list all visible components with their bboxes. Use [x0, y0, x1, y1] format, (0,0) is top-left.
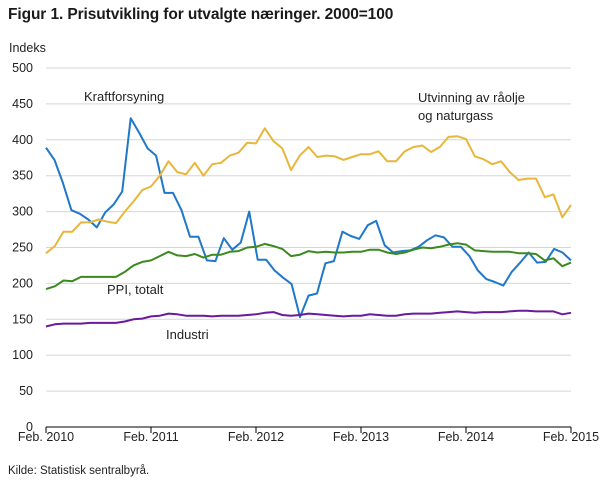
x-tick-label: Feb. 2015 — [543, 430, 599, 444]
y-tick-label: 100 — [12, 348, 33, 362]
x-tick-label: Feb. 2011 — [123, 430, 178, 444]
series-annotations: Kraftforsyning Utvinning av råolje og natu… — [84, 89, 525, 342]
grid-lines — [46, 67, 571, 428]
series-line — [45, 242, 572, 291]
x-axis-ticks: Feb. 2010 Feb. 2011 Feb. 2012 Feb. 2013 Feb.… — [18, 427, 599, 444]
series-lines — [45, 117, 572, 328]
y-tick-label: 200 — [12, 276, 33, 290]
series-annotation: Kraftforsyning — [84, 89, 164, 104]
y-tick-label: 0 — [26, 420, 33, 434]
source-note: Kilde: Statistisk sentralbyrå. — [8, 465, 150, 477]
y-tick-label: 150 — [12, 312, 33, 326]
x-tick-label: Feb. 2012 — [228, 430, 284, 444]
series-annotation: PPI, totalt — [107, 282, 164, 297]
y-tick-label: 50 — [19, 384, 33, 398]
series-annotation: Utvinning av råolje — [418, 90, 525, 105]
y-tick-label: 500 — [12, 61, 33, 75]
y-tick-label: 450 — [12, 97, 33, 111]
series-annotation: Industri — [166, 327, 209, 342]
series-line — [45, 117, 572, 319]
series-line — [45, 309, 572, 328]
x-tick-label: Feb. 2013 — [333, 430, 389, 444]
x-tick-label: Feb. 2010 — [18, 430, 74, 444]
y-axis-label: Indeks — [9, 41, 46, 55]
y-tick-label: 250 — [12, 241, 33, 255]
chart-title: Figur 1. Prisutvikling for utvalgte næri… — [8, 6, 394, 23]
x-tick-label: Feb. 2014 — [438, 430, 494, 444]
y-tick-label: 300 — [12, 205, 33, 219]
y-tick-label: 400 — [12, 133, 33, 147]
y-tick-label: 350 — [12, 169, 33, 183]
series-line — [45, 127, 572, 254]
series-annotation: og naturgass — [418, 108, 494, 123]
y-axis-ticks: 0 50 100 150 200 250 300 350 400 450 500 — [12, 61, 33, 434]
